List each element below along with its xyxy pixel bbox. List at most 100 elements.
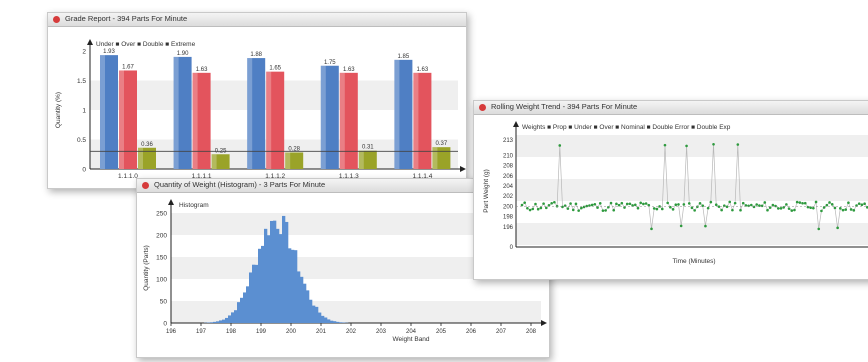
histogram-bin xyxy=(234,310,238,323)
trend-point xyxy=(798,201,802,204)
trend-window[interactable]: Rolling Weight Trend - 394 Parts For Min… xyxy=(473,100,868,280)
bar-value-label: 0.31 xyxy=(362,145,374,151)
y-axis-arrow xyxy=(513,121,519,127)
bar-highlight xyxy=(192,72,198,169)
y-tick-label: 50 xyxy=(160,299,168,306)
trend-point xyxy=(787,207,791,210)
trend-point xyxy=(574,202,578,206)
bar-value-label: 1.85 xyxy=(398,54,410,60)
bar-double xyxy=(138,147,156,169)
trend-point xyxy=(520,203,524,207)
trend-point xyxy=(750,203,753,207)
bar-value-label: 0.37 xyxy=(436,141,448,147)
grade-report-window[interactable]: Grade Report - 394 Parts For Minute Unde… xyxy=(47,12,467,189)
x-tick-label: 198 xyxy=(226,329,237,335)
close-icon[interactable] xyxy=(479,104,486,111)
grade-report-titlebar[interactable]: Grade Report - 394 Parts For Minute xyxy=(48,13,466,27)
x-tick-label: 1.1.1.0 xyxy=(118,173,138,180)
histogram-bin xyxy=(225,317,229,323)
window-title: Rolling Weight Trend - 394 Parts For Min… xyxy=(491,102,638,111)
bar-over xyxy=(192,72,211,169)
bar-under xyxy=(247,58,266,169)
trend-point xyxy=(785,203,788,206)
trend-point xyxy=(671,208,675,211)
histogram-bin xyxy=(231,312,235,323)
histogram-bin xyxy=(297,271,301,323)
close-icon[interactable] xyxy=(142,182,149,189)
x-tick-label: 1.1.1.1 xyxy=(192,173,212,180)
y-tick-label: 1 xyxy=(82,108,86,115)
y-tick-label: 208 xyxy=(503,164,514,170)
bar-highlight xyxy=(394,59,400,169)
bar-value-label: 0.28 xyxy=(288,146,300,152)
trend-point xyxy=(663,143,667,147)
trend-point xyxy=(539,206,543,210)
trend-point xyxy=(577,209,580,212)
trend-point xyxy=(863,202,866,206)
y-tick-label: 0 xyxy=(82,167,86,174)
bar-double xyxy=(432,147,451,169)
trend-point xyxy=(642,202,645,206)
trend-point xyxy=(612,208,616,212)
y-tick-label: 0 xyxy=(163,321,167,328)
histogram-bin xyxy=(228,315,232,323)
trend-point xyxy=(682,203,686,206)
trend-point xyxy=(812,206,815,210)
trend-point xyxy=(544,206,548,210)
y-tick-label: 202 xyxy=(503,194,514,200)
histogram-bin xyxy=(285,221,289,323)
trend-point xyxy=(830,203,834,206)
y-tick-label: 204 xyxy=(503,184,514,190)
y-tick-label: 196 xyxy=(503,225,514,231)
grid-band xyxy=(516,179,868,201)
histogram-bin xyxy=(249,272,253,323)
x-tick-label: 204 xyxy=(406,329,417,335)
histogram-bin xyxy=(276,228,280,323)
trend-point xyxy=(771,203,775,207)
bar-highlight xyxy=(100,55,105,169)
trend-point xyxy=(736,143,740,146)
close-icon[interactable] xyxy=(53,16,60,23)
trend-point xyxy=(852,209,856,212)
trend-titlebar[interactable]: Rolling Weight Trend - 394 Parts For Min… xyxy=(474,101,868,115)
trend-point xyxy=(696,205,699,209)
window-title: Quantity of Weight (Histogram) - 3 Parts… xyxy=(154,180,326,189)
y-axis-label: Quantity (Parts) xyxy=(143,245,150,291)
bar-highlight xyxy=(358,150,364,169)
trend-point xyxy=(760,204,764,208)
histogram-bin xyxy=(261,245,265,323)
trend-point xyxy=(828,201,831,204)
bar-value-label: 1.93 xyxy=(103,49,115,55)
bar-over xyxy=(119,70,137,169)
x-tick-label: 196 xyxy=(166,329,177,335)
trend-point xyxy=(714,203,718,207)
trend-point xyxy=(558,144,562,147)
bar-highlight xyxy=(173,56,179,169)
trend-point xyxy=(580,206,583,210)
trend-point xyxy=(652,207,656,210)
chart-legend: Histogram xyxy=(179,202,209,209)
trend-point xyxy=(650,227,653,231)
y-tick-label: 150 xyxy=(156,255,167,262)
trend-point xyxy=(623,206,626,209)
trend-point xyxy=(523,201,526,204)
trend-point xyxy=(755,203,758,206)
chart-legend: Weights ■ Prop ■ Under ■ Over ■ Nominal … xyxy=(522,124,731,131)
histogram-bin xyxy=(252,264,256,323)
histogram-titlebar[interactable]: Quantity of Weight (Histogram) - 3 Parts… xyxy=(137,179,549,193)
trend-point xyxy=(814,200,818,204)
histogram-bin xyxy=(258,248,262,323)
trend-point xyxy=(803,201,807,205)
histogram-bin xyxy=(324,317,328,323)
histogram-bin xyxy=(330,320,334,323)
grade-report-chart: Under ■ Over ■ Double ■ Extreme 0 0.5 1 1.5 2… xyxy=(55,39,466,187)
histogram-chart: Histogram 0 50 100 150 200 250 Quantity (Parts)… xyxy=(143,199,547,343)
trend-point xyxy=(793,208,796,212)
x-axis-arrow xyxy=(541,320,547,326)
trend-point xyxy=(839,207,842,210)
y-tick-label: 206 xyxy=(503,174,514,180)
bar-value-label: 1.75 xyxy=(324,60,336,66)
bar-highlight xyxy=(247,58,253,169)
bar-under xyxy=(100,55,118,169)
y-tick-label: 210 xyxy=(503,153,514,159)
